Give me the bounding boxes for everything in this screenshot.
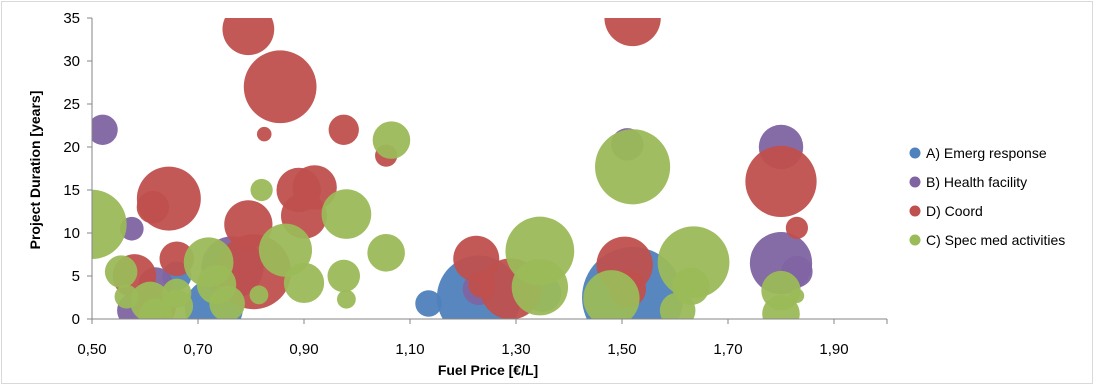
x-tick-label: 0,70 xyxy=(183,341,212,358)
bubble-2-2 xyxy=(244,50,317,123)
bubble-2-13 xyxy=(786,217,808,239)
y-tick-label: 15 xyxy=(63,182,80,199)
y-tick-label: 5 xyxy=(72,268,80,285)
bubble-2-9 xyxy=(137,167,201,231)
bubble-3-18 xyxy=(373,121,411,159)
bubble-3-14 xyxy=(327,260,360,293)
legend-label: C) Spec med activities xyxy=(926,232,1065,248)
y-axis-title: Project Duration [years] xyxy=(27,91,43,250)
x-tick-label: 1,50 xyxy=(607,341,636,358)
legend-marker xyxy=(910,206,921,217)
bubble-3-28 xyxy=(790,289,805,304)
legend-label: D) Coord xyxy=(926,203,983,219)
bubble-3-21 xyxy=(583,270,639,326)
bubble-2-1 xyxy=(604,0,660,46)
bubble-3-17 xyxy=(367,234,405,272)
x-tick-label: 1,10 xyxy=(395,341,424,358)
legend-label: A) Emerg response xyxy=(926,145,1047,161)
bubble-3-25 xyxy=(672,268,710,306)
y-tick-label: 20 xyxy=(63,139,80,156)
bubble-3-9 xyxy=(209,286,245,322)
bubble-2-4 xyxy=(257,127,272,142)
bubble-3-1 xyxy=(105,255,138,288)
y-tick-label: 30 xyxy=(63,53,80,70)
legend-marker xyxy=(910,235,921,246)
bubble-3-6 xyxy=(162,279,191,308)
bubble-2-0 xyxy=(222,3,274,55)
y-tick-label: 25 xyxy=(63,96,80,113)
y-tick-label: 35 xyxy=(63,10,80,27)
bubble-layer xyxy=(57,0,816,348)
bubble-3-15 xyxy=(337,290,356,309)
x-tick-label: 0,90 xyxy=(289,341,318,358)
x-tick-label: 0,50 xyxy=(77,341,106,358)
bubble-3-11 xyxy=(250,286,269,305)
bubble-3-13 xyxy=(284,263,324,303)
legend-marker xyxy=(910,148,921,159)
legend: A) Emerg response B) Health facility D) Co… xyxy=(910,145,1066,248)
bubble-2-3 xyxy=(329,115,359,145)
bubble-2-20 xyxy=(468,271,495,298)
legend-label: B) Health facility xyxy=(926,174,1027,190)
bubble-2-12 xyxy=(745,146,816,217)
legend-marker xyxy=(910,177,921,188)
bubble-3-16 xyxy=(322,189,372,239)
bubble-3-22 xyxy=(595,129,670,204)
bubble-3-10 xyxy=(250,179,272,201)
bubble-3-20 xyxy=(512,259,568,315)
y-tick-label: 0 xyxy=(72,311,80,328)
y-tick-label: 10 xyxy=(63,225,80,242)
x-tick-label: 1,30 xyxy=(501,341,530,358)
x-tick-label: 1,90 xyxy=(819,341,848,358)
x-tick-label: 1,70 xyxy=(713,341,742,358)
x-axis-title: Fuel Price [€/L] xyxy=(438,362,538,378)
